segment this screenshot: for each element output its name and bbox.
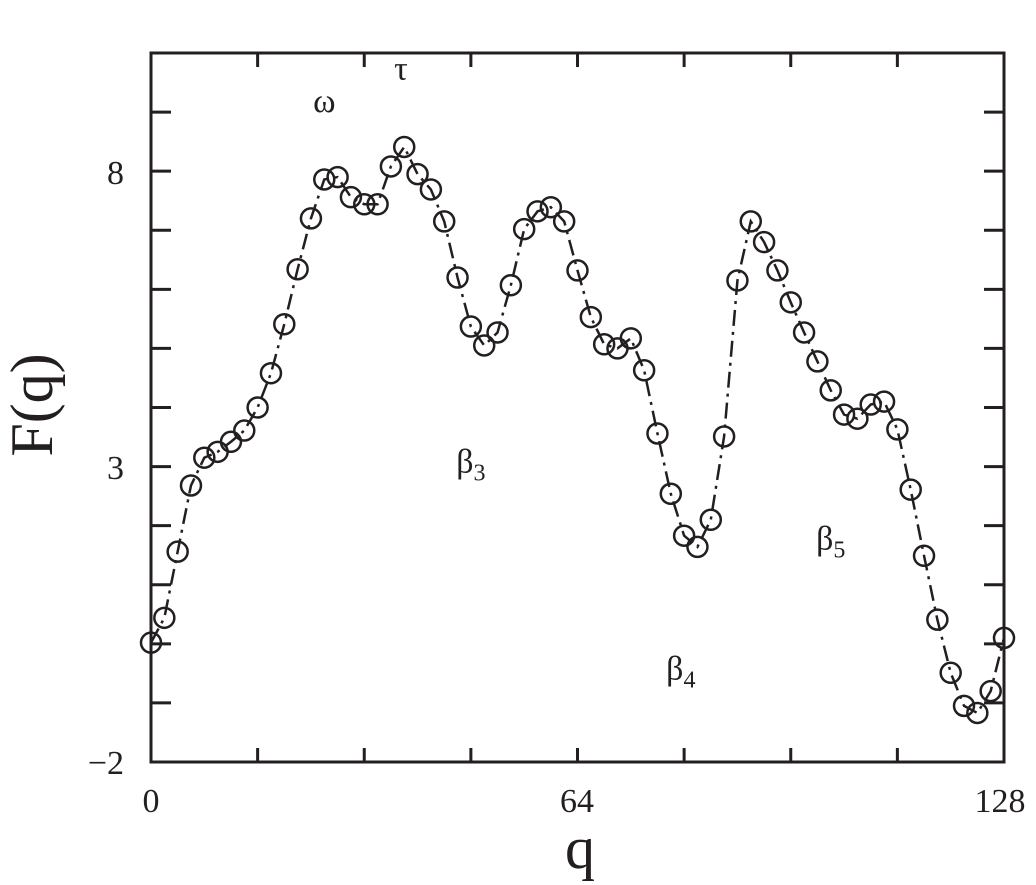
annotation-label: ω: [313, 83, 335, 120]
data-point: [726, 269, 749, 292]
data-point: [766, 259, 789, 282]
data-point: [419, 178, 443, 201]
data-point: [672, 524, 696, 547]
series-points: [139, 135, 1016, 725]
data-point: [912, 544, 936, 568]
data-point: [739, 210, 763, 233]
data-point: [859, 393, 882, 416]
data-point: [579, 305, 603, 329]
annotation-subscript: 4: [683, 667, 695, 693]
data-point: [752, 230, 776, 254]
data-point: [899, 478, 922, 501]
data-point: [339, 185, 363, 209]
data-point: [886, 418, 909, 441]
series-line: [149, 144, 1006, 715]
x-axis-title: q: [565, 815, 595, 881]
data-point: [353, 193, 376, 216]
y-tick-label-neg2: −2: [88, 745, 124, 782]
data-point: [846, 407, 869, 430]
y-tick-label-3: 3: [107, 450, 124, 487]
data-point: [179, 474, 203, 497]
data-point: [806, 350, 829, 373]
data-point: [979, 679, 1002, 703]
data-point: [472, 334, 496, 357]
data-point: [446, 266, 469, 289]
data-point: [699, 508, 723, 532]
data-point: [233, 419, 256, 442]
annotation-label: β5: [816, 520, 845, 563]
data-point: [939, 661, 962, 685]
data-point: [712, 425, 736, 448]
x-tick-label-64: 64: [560, 783, 594, 820]
data-point: [406, 162, 429, 186]
data-point: [952, 694, 976, 718]
axis-ticks: [149, 51, 1006, 764]
data-point: [139, 631, 163, 654]
data-point: [193, 446, 216, 469]
data-point: [872, 390, 896, 413]
data-point: [966, 701, 989, 725]
x-tick-label-0: 0: [143, 783, 160, 820]
data-point: [659, 482, 683, 506]
annotation-subscript: 5: [833, 537, 845, 563]
data-point: [246, 396, 269, 419]
data-point: [486, 321, 509, 344]
data-point: [432, 210, 456, 233]
data-point: [273, 312, 296, 336]
data-point: [539, 195, 563, 219]
data-point: [299, 207, 323, 230]
data-point: [646, 422, 669, 445]
annotations: ω τ β3 β4 β5: [313, 51, 845, 694]
data-point: [366, 193, 389, 216]
annotation-subscript: 3: [474, 460, 486, 486]
data-point: [286, 257, 309, 281]
data-point: [499, 273, 523, 297]
data-point: [259, 361, 283, 385]
data-point: [792, 321, 816, 344]
data-point: [819, 379, 842, 402]
data-point: [779, 291, 802, 314]
y-tick-label-8: 8: [107, 155, 124, 192]
y-axis-title: F(q): [0, 353, 65, 456]
annotation-label: β3: [456, 443, 485, 486]
annotation-label: τ: [394, 51, 408, 88]
annotation-label: β4: [666, 650, 695, 693]
data-point: [566, 259, 589, 282]
data-point: [166, 540, 189, 563]
data-point: [552, 210, 576, 233]
data-point: [632, 359, 656, 382]
data-point: [512, 217, 536, 241]
data-point: [992, 626, 1016, 650]
data-point: [592, 333, 616, 356]
data-point: [832, 403, 856, 426]
series-polyline: [149, 144, 1006, 715]
data-point: [326, 165, 349, 189]
data-point: [153, 606, 176, 630]
data-point: [392, 135, 416, 159]
data-point: [619, 327, 643, 350]
x-tick-label-128: 128: [975, 783, 1026, 820]
data-point: [526, 200, 549, 223]
data-point: [313, 168, 336, 191]
data-point: [219, 430, 243, 454]
data-point: [379, 155, 403, 178]
data-point: [459, 315, 483, 338]
data-point: [686, 535, 709, 559]
data-point: [926, 608, 949, 631]
